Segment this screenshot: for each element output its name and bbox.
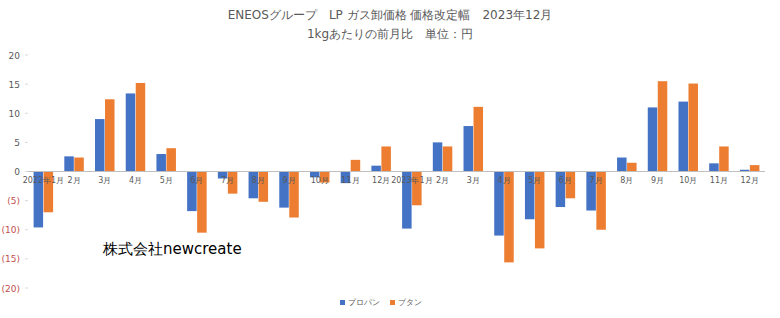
bar (381, 146, 391, 171)
subtitle: 1kgあたりの前月比 単位：円 (307, 27, 473, 41)
y-tick (25, 84, 28, 85)
y-tick-label: (20) (2, 284, 20, 294)
title: ENEOSグループ LP ガス卸価格 価格改定幅 2023年12月 (228, 8, 553, 22)
y-tick-label: 15 (9, 80, 20, 90)
bar (719, 146, 729, 171)
x-tick-label: 11月 (341, 176, 359, 185)
bar (464, 126, 474, 171)
legend: プロパン ブタン (340, 298, 422, 307)
y-tick-label: (10) (2, 225, 20, 235)
chart: ENEOSグループ LP ガス卸価格 価格改定幅 2023年12月 1kgあたりの… (0, 0, 780, 318)
x-tick-label: 9月 (651, 176, 664, 185)
y-tick-label: (5) (7, 196, 20, 206)
y-tick (25, 113, 28, 114)
x-tick-label: 2023年1月 (391, 176, 432, 185)
x-tick-label: 9月 (282, 176, 295, 185)
x-tick-label: 12月 (741, 176, 759, 185)
y-tick-label: 10 (9, 109, 21, 119)
x-tick-label: 6月 (190, 176, 203, 185)
x-axis-line (28, 171, 765, 172)
legend-swatch (340, 300, 345, 305)
x-tick-label: 3月 (467, 176, 480, 185)
y-tick (25, 258, 28, 259)
bar (126, 93, 135, 171)
x-tick-label: 3月 (98, 176, 111, 185)
x-tick-label: 10月 (311, 176, 329, 185)
bar (74, 158, 84, 172)
bar (95, 119, 105, 171)
bar (166, 148, 176, 171)
legend-label: ブタン (398, 298, 422, 307)
bar (627, 163, 637, 172)
x-tick-label: 2月 (68, 176, 81, 185)
bar (648, 107, 658, 171)
x-tick-label: 10月 (679, 176, 697, 185)
bar (474, 107, 484, 172)
y-tick (25, 288, 28, 289)
x-axis: 2022年1月2月3月4月5月6月7月8月9月10月11月12月2023年1月2… (23, 176, 759, 185)
x-tick-label: 8月 (252, 176, 265, 185)
x-tick-label: 2月 (436, 176, 449, 185)
bar (617, 158, 627, 172)
y-tick (25, 171, 28, 172)
bar (105, 99, 115, 171)
bar (64, 156, 74, 171)
y-tick (25, 200, 28, 201)
y-tick (25, 55, 28, 56)
y-tick (25, 229, 28, 230)
bar (688, 84, 698, 172)
x-tick-label: 5月 (160, 176, 173, 185)
y-tick-label: 5 (14, 138, 20, 148)
bar (351, 160, 361, 172)
bar (156, 154, 166, 171)
bar (678, 102, 688, 172)
bar (443, 146, 453, 171)
bar (709, 163, 719, 171)
legend-swatch (390, 300, 395, 305)
legend-label: プロパン (348, 298, 380, 307)
bar (371, 166, 381, 172)
y-axis: (20) (15) (10) (5) 0 5 10 15 20 (2, 51, 28, 294)
x-tick-label: 7月 (590, 176, 603, 185)
bar (433, 142, 443, 171)
bar (504, 172, 513, 263)
x-tick-label: 11月 (710, 176, 728, 185)
x-tick-label: 4月 (129, 176, 142, 185)
annotation: 株式会社newcreate (102, 240, 242, 258)
y-tick-label: (15) (2, 254, 20, 264)
x-tick-label: 5月 (528, 176, 541, 185)
x-tick-label: 6月 (559, 176, 572, 185)
y-tick (25, 142, 28, 143)
bar (750, 165, 760, 171)
x-tick-label: 8月 (620, 176, 633, 185)
x-tick-label: 2022年1月 (23, 176, 64, 185)
y-tick-label: 0 (14, 167, 20, 177)
bar (658, 81, 668, 171)
bar (136, 83, 146, 172)
y-tick-label: 20 (9, 51, 21, 61)
x-tick-label: 7月 (221, 176, 234, 185)
x-tick-label: 4月 (497, 176, 510, 185)
x-tick-label: 12月 (372, 176, 390, 185)
